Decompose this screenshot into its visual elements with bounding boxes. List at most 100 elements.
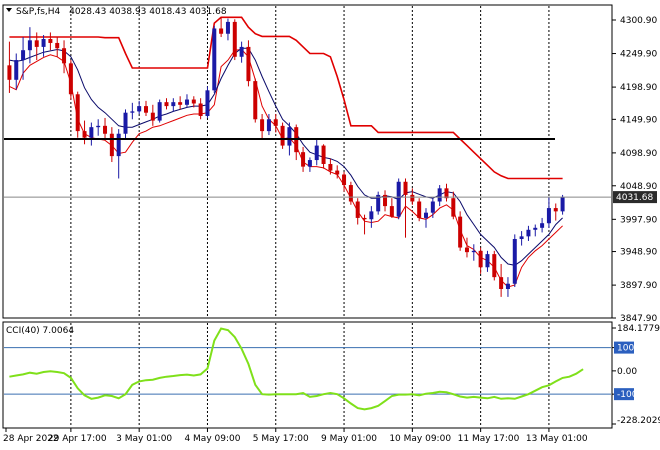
candle	[560, 194, 565, 215]
candle-body	[14, 60, 19, 80]
candle	[355, 198, 360, 225]
candle-body	[41, 39, 46, 47]
time-tick-label: 13 May 01:00	[526, 434, 588, 444]
time-tick-label: 5 May 17:00	[253, 434, 309, 444]
time-tick-label: 11 May 17:00	[458, 434, 520, 444]
candle-body	[451, 198, 456, 217]
candle-body	[82, 131, 87, 138]
candle	[526, 225, 531, 241]
candle	[34, 32, 39, 61]
candle-body	[260, 119, 265, 132]
candle	[212, 25, 217, 93]
cci-line	[9, 327, 584, 411]
candle-body	[266, 119, 271, 132]
candle	[533, 224, 538, 237]
candle	[62, 40, 67, 74]
candle-body	[307, 160, 312, 167]
candle-body	[505, 283, 510, 289]
cci-series	[9, 327, 584, 411]
candle	[512, 234, 517, 288]
candle	[403, 178, 408, 238]
price-axis: 4300.90 4249.90 4198.90 4149.90 4098.90 4048.…	[612, 16, 657, 324]
candle	[109, 127, 114, 163]
candle-body	[191, 99, 196, 104]
candle	[273, 114, 278, 133]
time-tick-label: 4 May 09:00	[184, 434, 240, 444]
candle	[55, 37, 60, 57]
candle-body	[369, 211, 374, 220]
candle-body	[348, 185, 353, 202]
candle-body	[335, 170, 340, 175]
candle	[348, 181, 353, 205]
cci-level-lines	[4, 347, 611, 395]
candle-body	[219, 28, 224, 34]
candle-body	[205, 90, 210, 116]
price-tick-label: 4149.90	[620, 115, 657, 125]
candle-body	[55, 42, 60, 49]
candle-body	[7, 65, 12, 80]
candle	[417, 198, 422, 222]
candle-body	[533, 227, 538, 230]
cci-header: CCI(40) 7.0064	[6, 326, 74, 336]
candle	[260, 114, 265, 140]
candle	[116, 129, 121, 179]
candle-body	[137, 106, 142, 112]
candle-body	[253, 81, 258, 120]
candle	[164, 98, 169, 110]
candle-body	[464, 247, 469, 253]
candle	[157, 99, 162, 123]
candle-body	[280, 125, 285, 146]
ohlc-values: 4028.43 4038.93 4018.43 4031.68	[69, 7, 227, 17]
current-price-box	[613, 191, 657, 204]
candle-body	[546, 208, 551, 224]
candle	[553, 203, 558, 221]
candle-body	[410, 194, 415, 202]
symbol-label: S&P,fs,H4	[16, 7, 61, 17]
candle	[96, 119, 101, 136]
candle	[383, 190, 388, 212]
candle-body	[225, 21, 230, 34]
candle-body	[540, 223, 545, 228]
price-tick-label: 4249.90	[620, 50, 657, 60]
candle-body	[362, 217, 367, 220]
candle-body	[150, 112, 155, 121]
candle	[464, 237, 469, 258]
candle-body	[376, 194, 381, 212]
candle-body	[389, 206, 394, 217]
time-tick-label: 9 May 01:00	[321, 434, 377, 444]
candle-body	[116, 133, 121, 157]
candle	[253, 78, 258, 123]
cci-tick-label: -100	[617, 390, 638, 400]
candle	[301, 146, 306, 172]
candle	[280, 122, 285, 149]
cci-tick-label: 100	[617, 344, 634, 354]
candle-body	[458, 216, 463, 248]
candle	[103, 117, 108, 141]
horizontal-level-line[interactable]	[4, 138, 611, 198]
candle	[321, 144, 326, 169]
candle	[137, 100, 142, 115]
candle	[444, 183, 449, 202]
candle-body	[321, 145, 326, 165]
time-tick-label: 28 Apr 2022	[3, 434, 59, 444]
collapse-triangle-icon[interactable]	[6, 8, 12, 12]
candle-body	[492, 254, 497, 278]
main-panel[interactable]	[2, 4, 613, 319]
candle-body	[27, 40, 32, 51]
cci-level-label-box	[614, 388, 634, 401]
candle-body	[157, 102, 162, 121]
candle	[396, 178, 401, 220]
candle-body	[130, 111, 135, 113]
candle	[123, 109, 128, 140]
candle	[89, 122, 94, 146]
candle-body	[239, 46, 244, 57]
candle	[485, 250, 490, 272]
candle	[232, 19, 237, 61]
candle	[27, 27, 32, 64]
candle	[198, 98, 203, 120]
candle	[430, 198, 435, 218]
candle-body	[103, 125, 108, 134]
cci-panel[interactable]	[2, 321, 613, 429]
